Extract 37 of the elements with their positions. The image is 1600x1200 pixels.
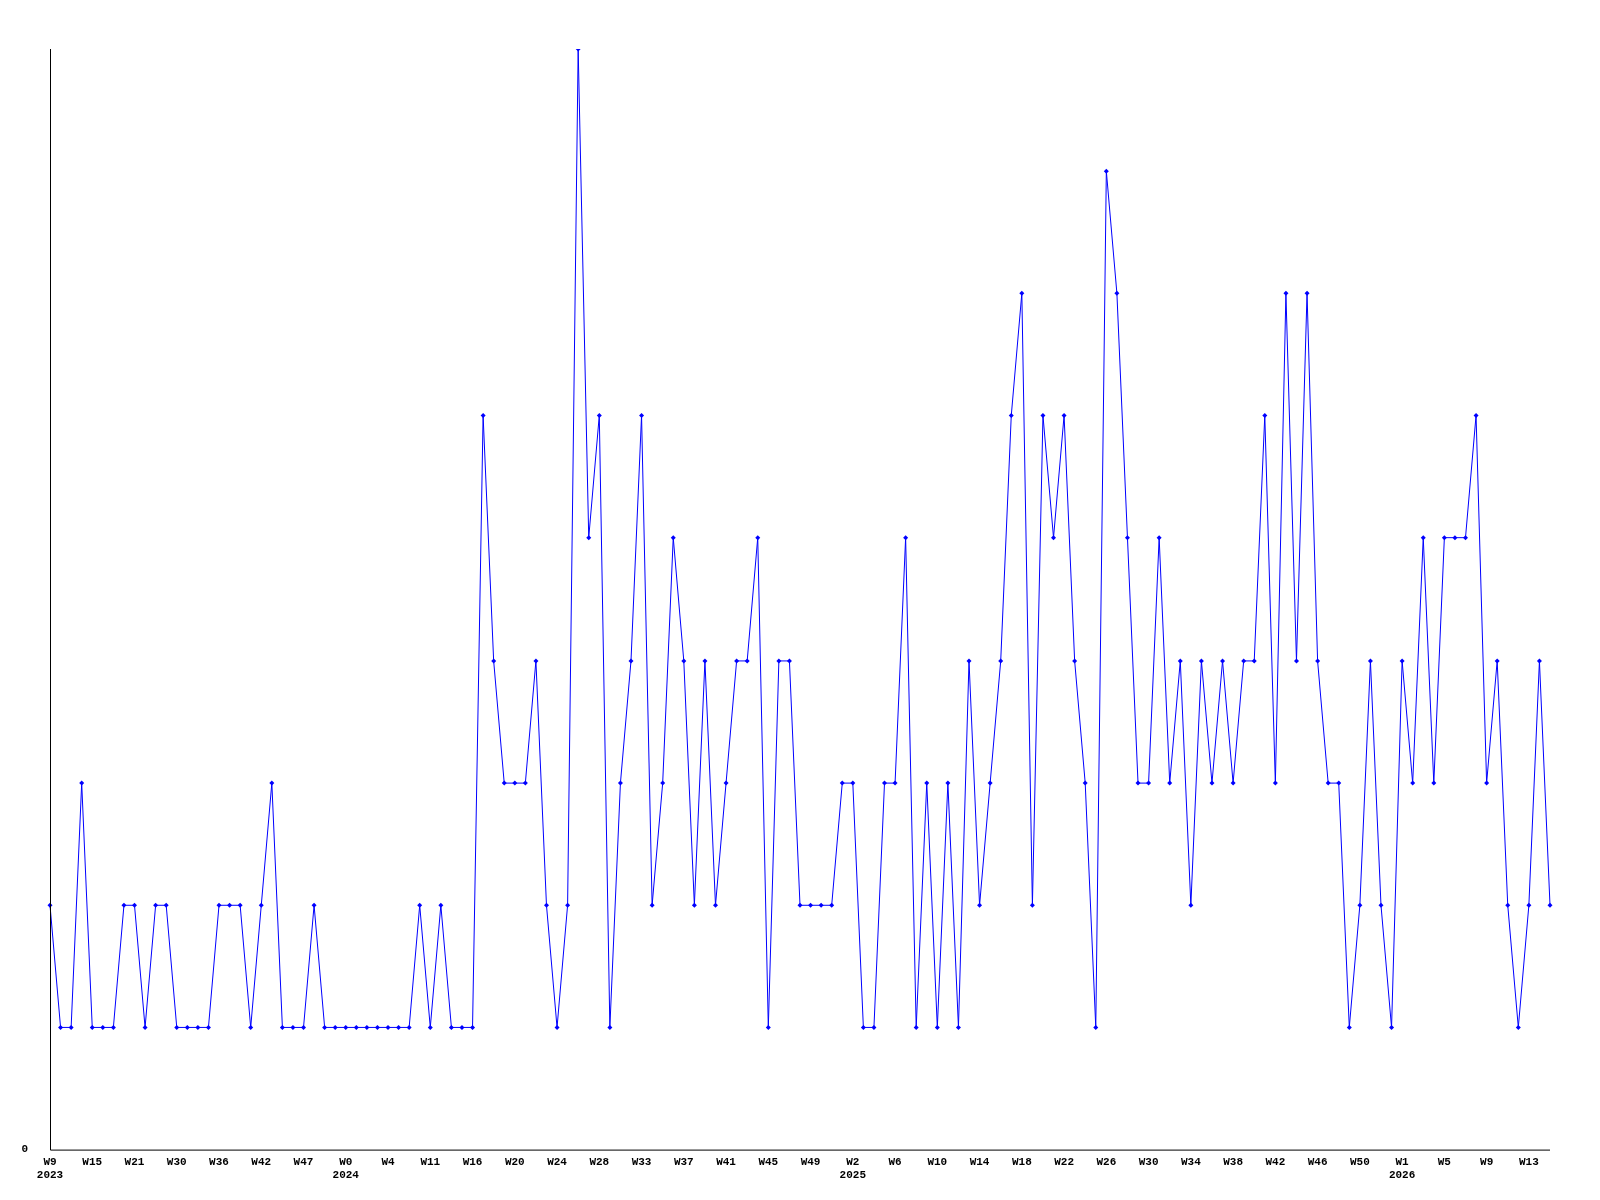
x-tick-label: W36 bbox=[209, 1155, 229, 1168]
x-tick-label: W22 bbox=[1054, 1155, 1074, 1168]
x-tick-label: W46 bbox=[1307, 1155, 1328, 1168]
x-tick-label: W34 bbox=[1180, 1155, 1202, 1168]
x-tick-label: W20 bbox=[504, 1155, 525, 1168]
x-tick-label: W11 bbox=[420, 1155, 441, 1168]
x-tick-label: W16 bbox=[462, 1155, 483, 1168]
x-tick-label: W14 bbox=[969, 1155, 990, 1168]
x-tick-label: W9 2023 bbox=[36, 1155, 64, 1182]
x-tick-label: W49 bbox=[800, 1155, 821, 1168]
x-tick-label: W26 bbox=[1096, 1155, 1117, 1168]
x-tick-label: W0 2024 bbox=[332, 1155, 360, 1182]
x-tick-label: W41 bbox=[716, 1155, 737, 1168]
x-tick-label: W10 bbox=[927, 1155, 948, 1168]
x-tick-label: W9 bbox=[1480, 1155, 1494, 1168]
x-tick-label: W47 bbox=[293, 1155, 314, 1168]
x-tick-label: W5 bbox=[1437, 1155, 1452, 1168]
x-tick-label: W42 bbox=[1265, 1155, 1286, 1168]
x-tick-label: W4 bbox=[381, 1155, 396, 1168]
x-tick-label: W33 bbox=[631, 1155, 652, 1168]
x-tick-label: W6 bbox=[888, 1155, 902, 1168]
x-tick-label: W2 2025 bbox=[839, 1155, 867, 1182]
x-tick-label: W30 bbox=[1138, 1155, 1159, 1168]
text: 0 bbox=[21, 1143, 28, 1156]
x-tick-label: W38 bbox=[1223, 1155, 1244, 1168]
x-tick-label: W15 bbox=[82, 1155, 103, 1168]
x-tick-label: W21 bbox=[124, 1155, 145, 1168]
x-tick-label: W1 2026 bbox=[1388, 1155, 1416, 1182]
x-tick-label: W37 bbox=[673, 1155, 694, 1168]
x-tick-label: W13 bbox=[1518, 1155, 1540, 1168]
x-tick-label: W30 bbox=[166, 1155, 187, 1168]
x-tick-label: W24 bbox=[547, 1155, 568, 1168]
x-tick-label: W18 bbox=[1011, 1155, 1033, 1168]
x-tick-label: W42 bbox=[251, 1155, 272, 1168]
x-tick-label: W28 bbox=[589, 1155, 610, 1168]
x-tick-label: W50 bbox=[1349, 1155, 1370, 1168]
x-tick-label: W45 bbox=[758, 1155, 779, 1168]
